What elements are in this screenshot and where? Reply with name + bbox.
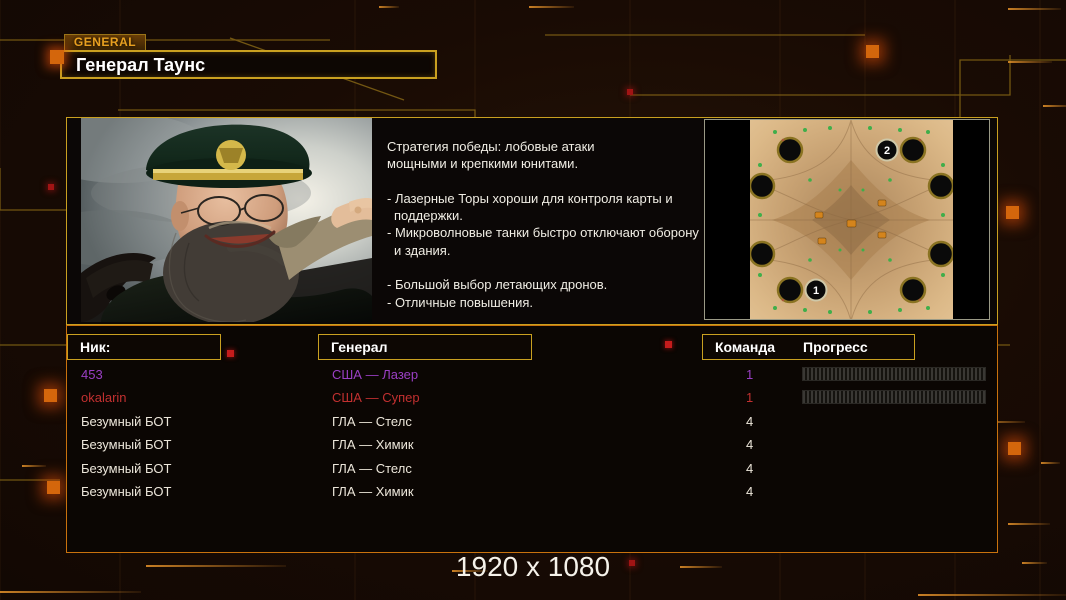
svg-text:2: 2 — [884, 145, 890, 157]
svg-text:1: 1 — [813, 285, 819, 297]
